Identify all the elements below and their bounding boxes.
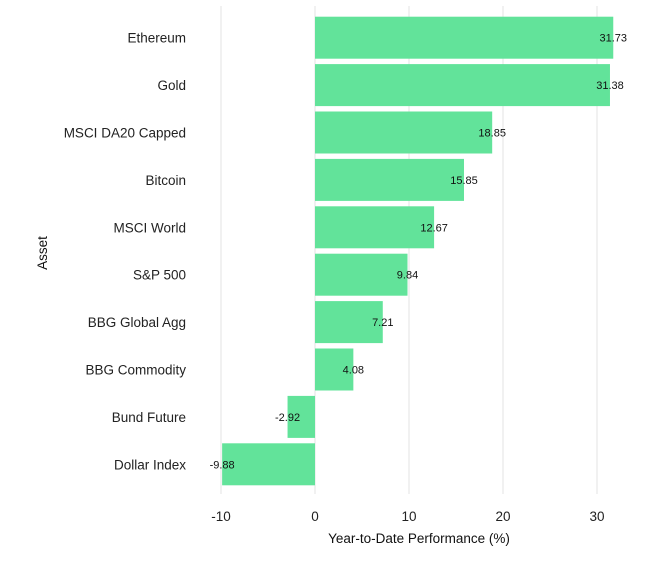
data-label: -2.92 [275, 412, 300, 424]
x-tick-label: 0 [311, 509, 319, 524]
data-label: 31.38 [596, 80, 624, 92]
data-label: 4.08 [343, 365, 364, 377]
x-tick-label: -10 [211, 509, 231, 524]
bar [315, 253, 408, 296]
x-axis-title: Year-to-Date Performance (%) [328, 531, 510, 546]
category-label: S&P 500 [133, 268, 186, 283]
y-axis-title: Asset [35, 236, 50, 270]
category-label: Gold [157, 78, 186, 93]
bar [315, 64, 610, 107]
category-label: MSCI DA20 Capped [64, 126, 186, 141]
data-label: 31.73 [599, 33, 627, 45]
data-label: 15.85 [450, 175, 478, 187]
x-tick-labels: -10 0 10 20 30 [211, 509, 604, 524]
data-label: 7.21 [372, 317, 393, 329]
category-label: BBG Global Agg [88, 315, 186, 330]
category-label: BBG Commodity [85, 363, 186, 378]
category-label: Bitcoin [145, 173, 186, 188]
bar [315, 206, 435, 249]
bar [315, 301, 383, 344]
data-labels: 31.73 31.38 18.85 15.85 12.67 9.84 7.21 4.08 -2.… [210, 33, 627, 472]
data-label: 9.84 [397, 270, 418, 282]
data-label: 12.67 [420, 222, 448, 234]
bar [315, 158, 464, 201]
data-label: 18.85 [478, 128, 506, 140]
bar [315, 111, 493, 154]
category-labels: Ethereum Gold MSCI DA20 Capped Bitcoin MSCI … [64, 31, 187, 473]
data-label: -9.88 [210, 459, 235, 471]
x-tick-label: 10 [401, 509, 416, 524]
category-label: Ethereum [127, 31, 186, 46]
category-label: Dollar Index [114, 457, 186, 472]
category-label: Bund Future [112, 410, 186, 425]
bar [315, 348, 354, 391]
x-tick-label: 20 [495, 509, 510, 524]
category-label: MSCI World [113, 220, 186, 235]
bar [222, 443, 315, 486]
bar [287, 395, 315, 438]
bars [222, 16, 614, 486]
bar [315, 16, 614, 59]
x-tick-label: 30 [589, 509, 604, 524]
